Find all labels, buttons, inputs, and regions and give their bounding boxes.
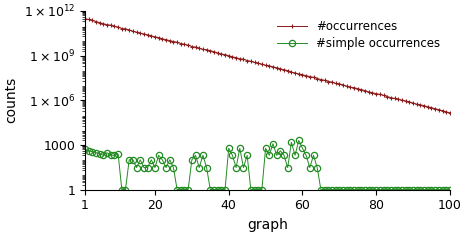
X-axis label: graph: graph xyxy=(247,218,288,232)
Line: #simple occurrences: #simple occurrences xyxy=(82,137,453,193)
#occurrences xyxy=(429,106,434,109)
#occurrences xyxy=(418,103,423,106)
#simple occurrences xyxy=(296,139,302,142)
#simple occurrences xyxy=(82,148,88,151)
#simple occurrences xyxy=(307,166,313,169)
#simple occurrences xyxy=(156,154,162,157)
#occurrences xyxy=(152,35,158,38)
#simple occurrences xyxy=(436,188,442,191)
Y-axis label: counts: counts xyxy=(4,77,18,123)
#simple occurrences xyxy=(171,166,176,169)
#occurrences xyxy=(270,65,276,68)
#simple occurrences xyxy=(119,188,124,191)
#simple occurrences xyxy=(447,188,452,191)
#occurrences xyxy=(167,39,172,42)
Legend: #occurrences, #simple occurrences: #occurrences, #simple occurrences xyxy=(274,17,444,54)
#occurrences xyxy=(300,73,305,76)
#occurrences xyxy=(447,111,452,114)
#simple occurrences xyxy=(425,188,431,191)
Line: #occurrences: #occurrences xyxy=(82,16,452,115)
#occurrences xyxy=(82,17,88,20)
#simple occurrences xyxy=(274,154,280,157)
